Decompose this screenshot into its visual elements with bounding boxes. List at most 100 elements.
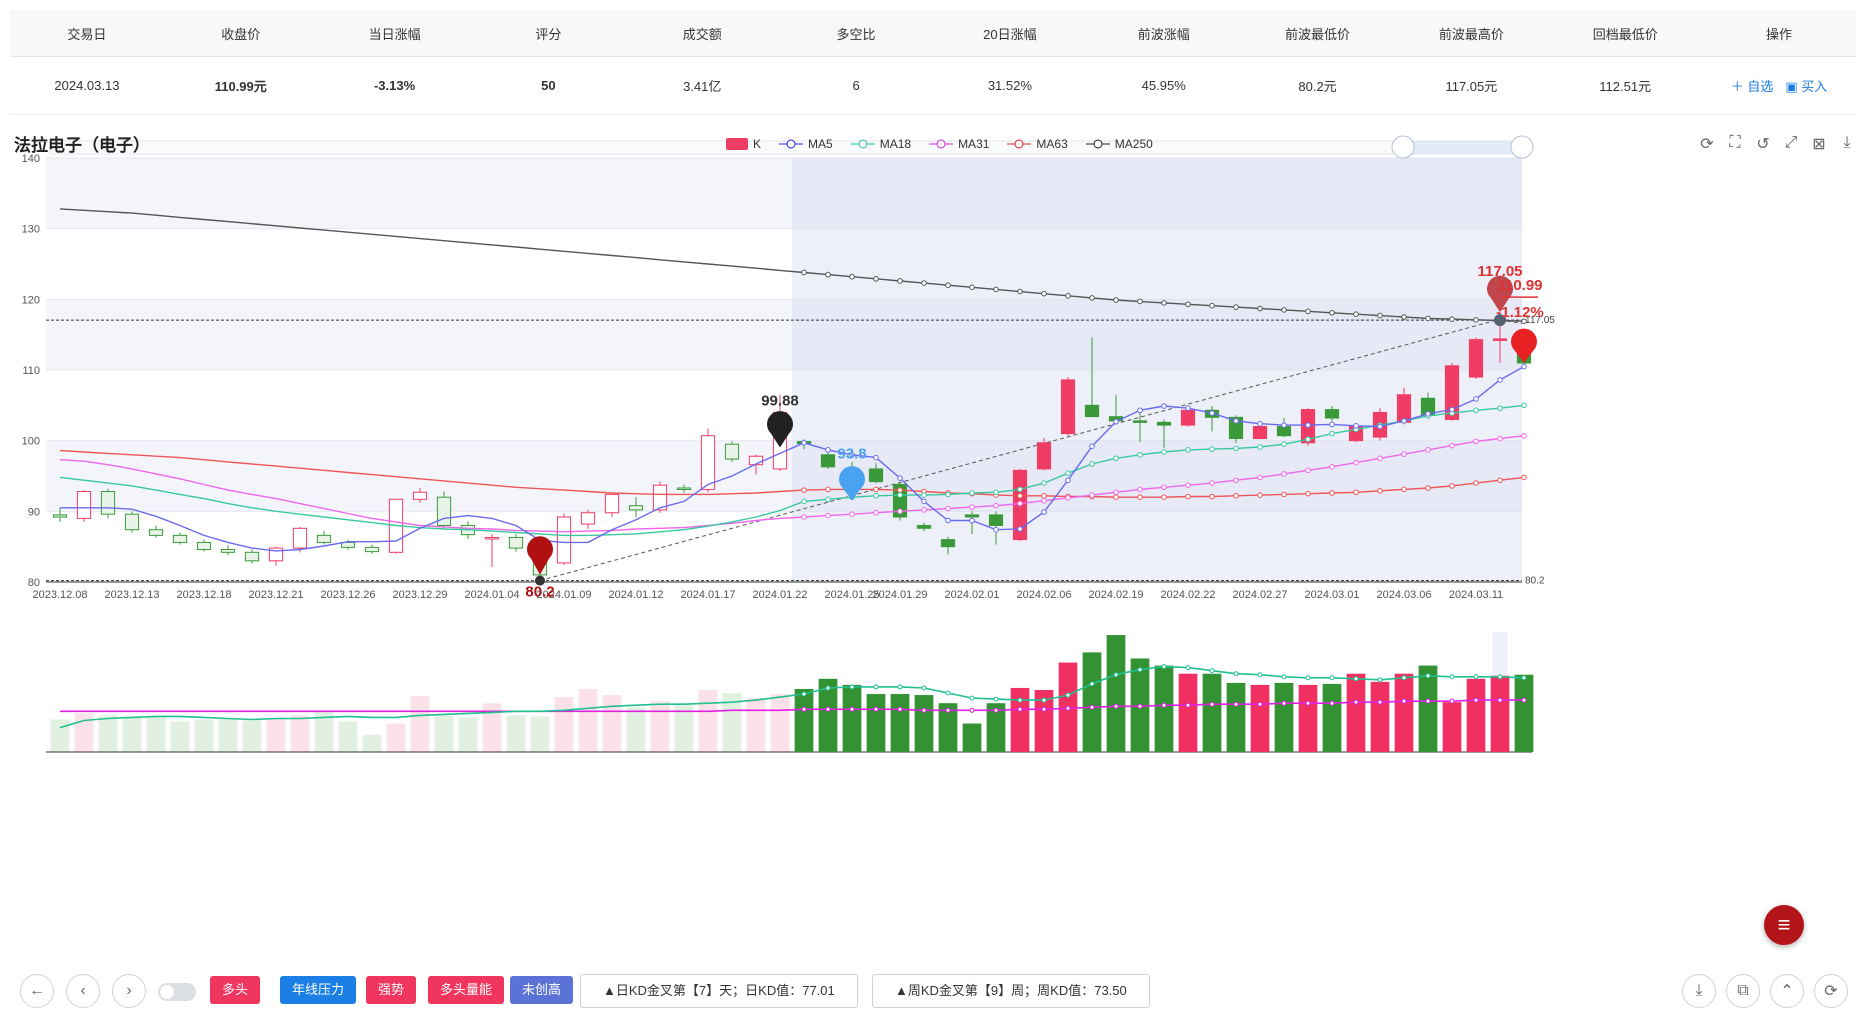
legend-label: MA5 bbox=[808, 137, 833, 151]
candle-body bbox=[1132, 420, 1148, 423]
volume-ma-short-line bbox=[59, 665, 1525, 729]
volume-ma-short-point bbox=[1065, 692, 1071, 698]
candle-body bbox=[364, 546, 380, 553]
ma5-point bbox=[849, 452, 855, 458]
add-watchlist-button[interactable]: ＋ 自选 bbox=[1730, 79, 1774, 94]
zoom-icon[interactable]: ⤢ bbox=[1784, 134, 1798, 151]
menu-icon[interactable]: ≡ bbox=[1764, 905, 1804, 945]
volume-ma-long-point bbox=[1137, 703, 1143, 709]
toggle-switch[interactable] bbox=[158, 983, 196, 1001]
scroll-top-icon[interactable]: ⌃ bbox=[1770, 974, 1804, 1008]
volume-bar bbox=[890, 694, 910, 752]
volume-ma-short-point bbox=[1449, 674, 1455, 680]
ma31-point bbox=[1377, 455, 1383, 462]
ma63-line bbox=[59, 449, 1525, 498]
volume-bar bbox=[434, 715, 454, 752]
legend-item-ma63[interactable]: MA63 bbox=[1007, 137, 1068, 151]
x-tick-label: 2024.02.19 bbox=[1088, 589, 1143, 601]
ma250-point bbox=[1425, 315, 1431, 322]
refresh-icon[interactable]: ⟳ bbox=[1700, 136, 1714, 153]
volume-ma-long-point bbox=[1233, 701, 1239, 707]
ma250-point bbox=[1305, 308, 1311, 315]
volume-ma-short-point bbox=[873, 684, 879, 690]
tag-strong[interactable]: 强势 bbox=[366, 976, 417, 1004]
ma5-point bbox=[897, 475, 903, 481]
ref-line-label: 80.2 bbox=[1525, 576, 1545, 587]
candle-body bbox=[148, 529, 164, 536]
legend-item-ma18[interactable]: MA18 bbox=[850, 137, 911, 151]
legend-item-ma5[interactable]: MA5 bbox=[779, 137, 833, 151]
ma250-point bbox=[825, 271, 831, 278]
download-icon[interactable]: ⤓ bbox=[1843, 134, 1851, 151]
buy-button[interactable]: ▣ 买入 bbox=[1785, 79, 1828, 94]
ma31-point bbox=[1473, 438, 1479, 445]
prev-icon[interactable]: ‹ bbox=[66, 974, 100, 1008]
volume-bar bbox=[866, 694, 886, 752]
tag-bull[interactable]: 多头 bbox=[210, 976, 261, 1004]
ma18-point bbox=[1041, 480, 1047, 486]
candle-body bbox=[1324, 409, 1340, 419]
volume-ma-short-point bbox=[1137, 667, 1143, 673]
volume-bar bbox=[1322, 683, 1342, 752]
ma63-point bbox=[1209, 493, 1215, 500]
table-header-row: 交易日 收盘价 当日涨幅 评分 成交额 多空比 20日涨幅 前波涨幅 前波最低价… bbox=[10, 10, 1856, 57]
candle-body bbox=[1060, 379, 1076, 435]
region-zoom-icon[interactable]: ⊠ bbox=[1812, 136, 1826, 153]
ma250-point bbox=[1209, 302, 1215, 309]
ma18-point bbox=[921, 492, 927, 498]
next-icon[interactable]: › bbox=[112, 974, 146, 1008]
x-tick-label: 2024.01.29 bbox=[872, 589, 927, 601]
ma18-point bbox=[1233, 445, 1239, 452]
grid-band bbox=[46, 299, 1522, 370]
tag-no-new-high[interactable]: 未创高 bbox=[510, 976, 574, 1004]
cell-close: 110.99元 bbox=[163, 56, 318, 115]
x-tick-label: 2024.01.09 bbox=[536, 589, 591, 601]
ma31-point bbox=[1305, 467, 1311, 474]
refresh-icon[interactable]: ⟳ bbox=[1814, 974, 1848, 1008]
ma250-point bbox=[1353, 311, 1359, 317]
tag-bull-volume[interactable]: 多头量能 bbox=[428, 976, 505, 1004]
volume-ma-long-point bbox=[1065, 705, 1071, 711]
ma18-point bbox=[1257, 444, 1263, 450]
volume-bar bbox=[986, 703, 1006, 752]
legend-item-ma31[interactable]: MA31 bbox=[929, 137, 989, 151]
cell-pullback-low: 112.51元 bbox=[1548, 56, 1703, 115]
back-icon[interactable]: ← bbox=[20, 974, 54, 1008]
volume-bar bbox=[698, 689, 718, 752]
ma18-point bbox=[1185, 447, 1191, 453]
daily-kd-info: ▲日KD金叉第【7】天；日KD值：77.01 bbox=[580, 974, 858, 1008]
ma31-point bbox=[1329, 464, 1335, 470]
line-legend-icon bbox=[1085, 139, 1110, 149]
candle-body bbox=[196, 541, 212, 550]
legend-item-ma250[interactable]: MA250 bbox=[1085, 137, 1153, 151]
col-header: 当日涨幅 bbox=[317, 10, 472, 57]
legend-item-k[interactable]: K bbox=[726, 137, 761, 151]
candle-body bbox=[1492, 338, 1508, 341]
legend-label: MA250 bbox=[1114, 137, 1153, 151]
candle-body bbox=[76, 491, 92, 519]
crop-icon[interactable]: ⛶ bbox=[1729, 134, 1741, 151]
download-icon[interactable]: ⤓ bbox=[1682, 974, 1716, 1008]
tag-annual-pressure[interactable]: 年线压力 bbox=[280, 976, 357, 1004]
volume-ma-short-point bbox=[897, 684, 903, 690]
volume-ma-short-point bbox=[801, 691, 807, 697]
ma63-point bbox=[1305, 490, 1311, 497]
volume-ma-short-point bbox=[849, 684, 855, 690]
ma250-point bbox=[1089, 295, 1095, 301]
restore-icon[interactable]: ↺ bbox=[1756, 136, 1770, 153]
legend-label: K bbox=[753, 137, 762, 151]
candle-body bbox=[1228, 416, 1244, 440]
candle-body bbox=[316, 534, 332, 543]
ma31-point bbox=[1497, 435, 1503, 442]
col-header: 前波最高价 bbox=[1394, 10, 1549, 57]
volume-ma-long-point bbox=[1017, 706, 1023, 712]
ma31-point bbox=[1137, 486, 1143, 493]
copy-icon[interactable]: ⧉ bbox=[1726, 974, 1760, 1008]
ma5-point bbox=[1017, 526, 1023, 532]
volume-ma-long-point bbox=[1377, 699, 1383, 705]
ma31-point bbox=[1281, 471, 1287, 477]
volume-ma-short-point bbox=[1161, 664, 1167, 670]
volume-bar bbox=[770, 694, 790, 752]
volume-bar bbox=[170, 721, 190, 752]
